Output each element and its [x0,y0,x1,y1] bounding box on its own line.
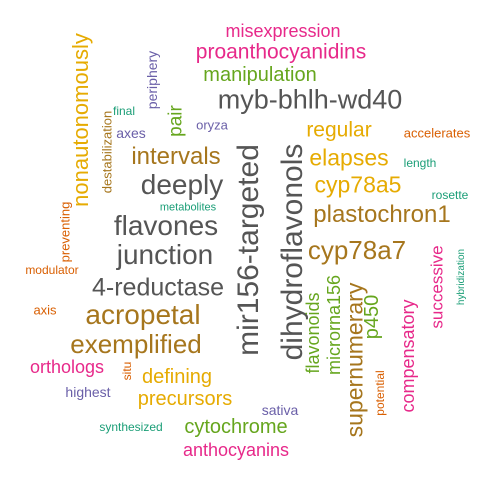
word: pair [165,105,187,137]
word: supernumerary [341,282,368,438]
word: situ [120,361,134,381]
word: precursors [137,388,233,410]
word: axes [116,125,146,141]
word: cyp78a7 [307,235,407,265]
word: preventing [57,201,73,263]
word: oryza [196,117,228,133]
word: metabolites [159,201,217,214]
word: axis [33,302,57,318]
word: highest [65,384,111,400]
word: compensatory [398,299,418,413]
word: misexpression [225,21,341,41]
word: destabilization [99,110,115,194]
word: accelerates [403,125,471,141]
word: final [112,104,136,118]
word: deeply [140,169,224,200]
word: 4-reductase [91,273,225,302]
word: nonautonomously [68,33,93,207]
word: rosette [431,188,469,202]
word: periphery [144,50,160,110]
word: regular [306,118,372,142]
word: sativa [261,402,299,418]
word: modulator [25,263,79,277]
word: successive [427,245,447,329]
word: acropetal [85,299,201,330]
word: hybridization [456,248,467,306]
word: junction [116,239,214,270]
word: synthesized [99,420,163,434]
word: mir156-targeted [232,144,265,356]
word: cytochrome [184,416,288,438]
word: plastochron1 [313,201,451,228]
word: proanthocyanidins [195,40,367,64]
word: cyp78a5 [314,171,402,198]
word: flavonoids [303,292,323,374]
word: potential [373,370,387,416]
word: manipulation [203,64,317,86]
word: anthocyanins [182,440,290,460]
word: exemplified [70,329,202,359]
word: myb-bhlh-wd40 [217,84,403,115]
word: intervals [131,143,221,170]
word: length [403,156,437,170]
word: orthologs [29,357,105,377]
word: elapses [309,144,389,171]
word: flavones [113,210,219,241]
word: defining [141,366,213,388]
word: microrna156 [324,274,344,376]
